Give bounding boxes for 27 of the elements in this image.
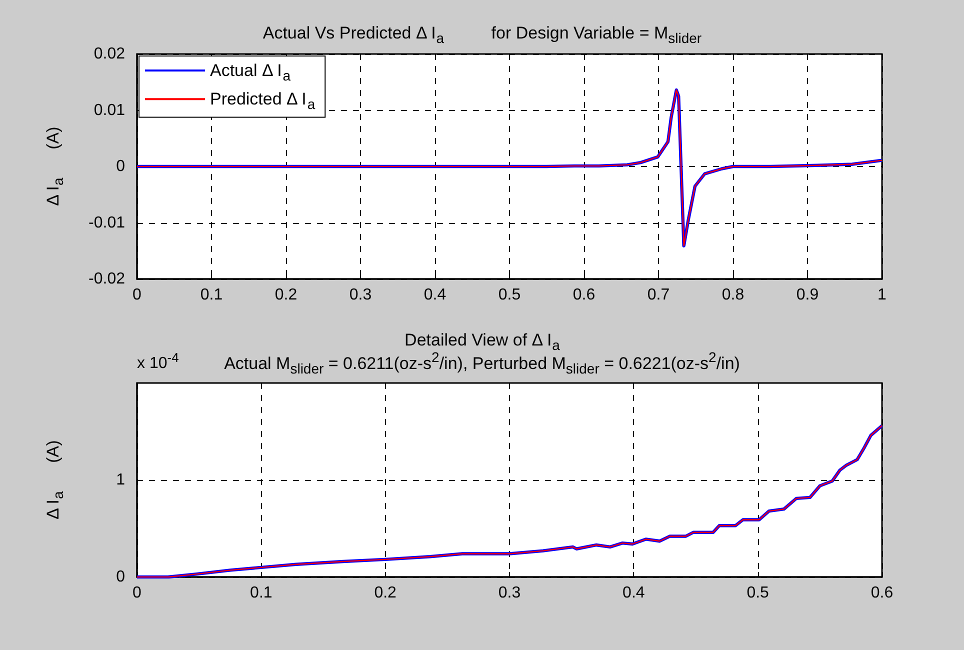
x-tick-label: 0.2: [374, 584, 397, 602]
y-tick-label: -0.01: [88, 214, 126, 232]
x-tick-label: 0.6: [572, 286, 596, 304]
y-tick-label: 0.02: [94, 46, 126, 62]
x-tick-label: 0.5: [746, 584, 770, 602]
x-tick-label: 0.4: [424, 286, 446, 304]
x-tick-label: 0.5: [498, 286, 521, 304]
x-tick-label: 0.8: [722, 286, 744, 304]
x-tick-label: 0.3: [349, 286, 372, 304]
text: Δ Ia (A): [43, 440, 66, 520]
x-tick-label: 0: [132, 286, 142, 304]
x-tick-label: 1: [878, 286, 887, 304]
x-tick-label: 0.7: [647, 286, 670, 304]
y-tick-label: 0: [116, 158, 126, 175]
x-tick-label: 0.4: [622, 584, 645, 602]
x-tick-label: 0.1: [250, 584, 272, 602]
y-tick-label: 1: [116, 472, 126, 488]
x-tick-label: 0.6: [870, 584, 894, 602]
y-tick-label: -0.02: [88, 270, 126, 288]
x-tick-label: 0.3: [498, 584, 521, 602]
y-tick-label: 0.01: [94, 102, 126, 119]
text: Δ Ia (A): [43, 126, 66, 206]
x-tick-label: 0: [132, 584, 142, 602]
x-tick-label: 0.1: [200, 286, 223, 304]
x-tick-label: 0.9: [796, 286, 819, 304]
y-tick-label: 0: [116, 568, 126, 586]
x-tick-label: 0.2: [274, 286, 298, 304]
